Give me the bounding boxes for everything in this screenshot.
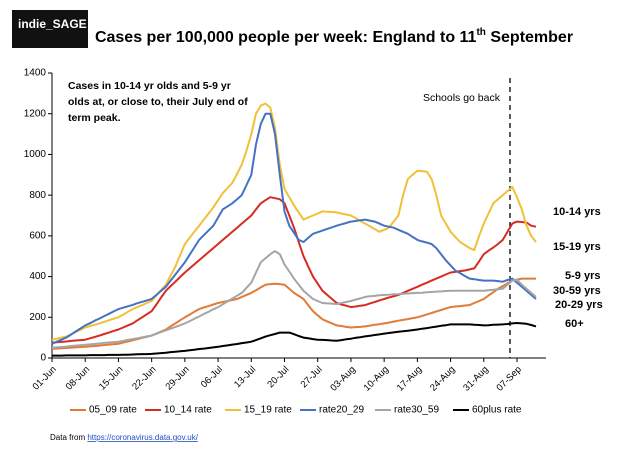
- series-line: [51, 196, 537, 344]
- series-line: [51, 102, 537, 341]
- marker-label: Schools go back: [423, 92, 501, 104]
- y-tick-label: 400: [29, 271, 46, 282]
- note-line: Cases in 10-14 yr olds and 5-9 yr: [68, 80, 231, 92]
- source: Data from https://coronavirus.data.gov.u…: [50, 433, 199, 442]
- x-tick-label: 17-Aug: [395, 364, 424, 393]
- logo: indie_SAGE: [18, 17, 87, 31]
- legend-label: 05_09 rate: [89, 405, 137, 416]
- end-label: 20-29 yrs: [555, 299, 603, 311]
- x-tick-label: 24-Aug: [428, 364, 457, 393]
- source-prefix: Data from: [50, 433, 87, 442]
- x-tick-label: 07-Sep: [494, 364, 523, 393]
- series-line: [51, 277, 536, 350]
- y-tick-label: 1400: [24, 68, 47, 79]
- note-line: term peak.: [68, 112, 121, 124]
- y-tick-label: 1200: [24, 108, 47, 119]
- x-tick-label: 13-Jul: [232, 364, 258, 390]
- y-tick-label: 0: [40, 353, 46, 364]
- legend-label: 15_19 rate: [244, 405, 292, 416]
- x-tick-label: 06-Jul: [199, 364, 225, 390]
- x-tick-label: 10-Aug: [362, 364, 391, 393]
- x-tick-label: 08-Jun: [64, 364, 92, 392]
- legend-label: rate30_59: [394, 405, 439, 416]
- x-tick-label: 20-Jul: [265, 364, 291, 390]
- title: Cases per 100,000 people per week: Engla…: [95, 29, 477, 46]
- y-tick-label: 1000: [24, 149, 47, 160]
- y-tick-label: 200: [29, 312, 46, 323]
- x-tick-label: 15-Jun: [97, 364, 125, 392]
- legend-label: 10_14 rate: [164, 405, 212, 416]
- end-label: 15-19 yrs: [553, 241, 601, 253]
- end-label: 5-9 yrs: [565, 270, 600, 282]
- x-tick-label: 29-Jun: [163, 364, 191, 392]
- x-tick-label: 22-Jun: [130, 364, 158, 392]
- y-tick-label: 600: [29, 230, 46, 241]
- x-tick-label: 03-Aug: [328, 364, 357, 393]
- x-tick-label: 27-Jul: [299, 364, 325, 390]
- end-label: 30-59 yrs: [553, 285, 601, 297]
- title-sup: th: [476, 27, 485, 38]
- source-link[interactable]: https://coronavirus.data.gov.uk/: [87, 433, 198, 442]
- x-tick-label: 31-Aug: [461, 364, 490, 393]
- logo-box: [12, 10, 88, 48]
- legend-label: rate20_29: [319, 405, 364, 416]
- series-line: [52, 322, 537, 357]
- y-tick-label: 800: [29, 190, 46, 201]
- end-label: 10-14 yrs: [553, 206, 601, 218]
- chart-title: Cases per 100,000 people per week: Engla…: [95, 27, 573, 47]
- series-line: [51, 112, 537, 345]
- end-label: 60+: [565, 318, 584, 330]
- note-line: olds at, or close to, their July end of: [68, 96, 248, 108]
- x-tick-label: 01-Jun: [31, 364, 59, 392]
- title-end: September: [486, 29, 573, 46]
- legend-label: 60plus rate: [472, 405, 522, 416]
- series-line: [51, 250, 537, 349]
